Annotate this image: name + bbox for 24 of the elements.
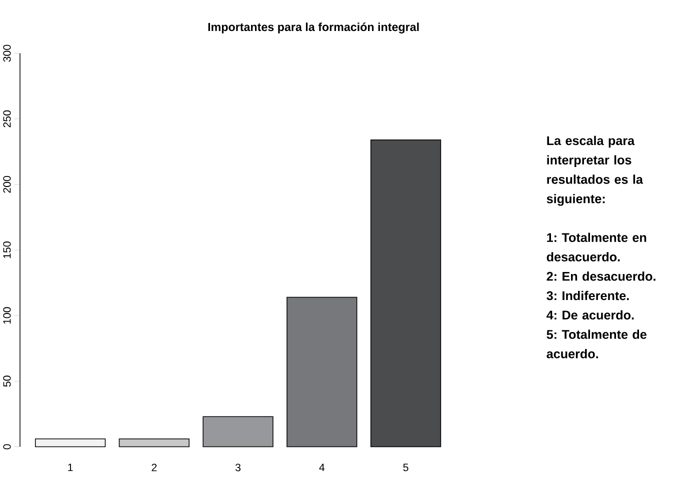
text: 4: De acuerdo. bbox=[546, 310, 634, 320]
bar bbox=[286, 296, 358, 448]
bar bbox=[370, 139, 442, 448]
text: 5: Totalmente de acuerdo. bbox=[546, 330, 646, 358]
y-tick-label: 250 bbox=[3, 110, 11, 128]
text: 1: Totalmente en desacuerdo. bbox=[546, 232, 646, 262]
y-tick-label: 300 bbox=[3, 44, 11, 62]
bar bbox=[202, 416, 274, 448]
chart-title: Importantes para la formación integral bbox=[208, 22, 419, 34]
text: La escala para interpretar los resultados es la siguiente: bbox=[546, 136, 644, 206]
y-tick-label: 150 bbox=[3, 241, 11, 258]
y-tick-label: 50 bbox=[3, 376, 11, 387]
bar bbox=[118, 438, 190, 448]
x-tick-label: 3 bbox=[235, 464, 241, 472]
x-tick-label: 1 bbox=[68, 464, 73, 471]
y-tick-label: 200 bbox=[3, 176, 11, 193]
y-tick-label: 0 bbox=[3, 444, 11, 450]
x-tick-label: 5 bbox=[403, 464, 408, 472]
text: 3: Indiferente. bbox=[546, 290, 629, 300]
x-tick-label: 2 bbox=[152, 464, 157, 472]
bar bbox=[34, 438, 106, 448]
y-tick-label: 100 bbox=[3, 307, 11, 324]
text: 2: En desacuerdo. bbox=[546, 271, 656, 281]
x-tick-label: 4 bbox=[319, 464, 325, 471]
